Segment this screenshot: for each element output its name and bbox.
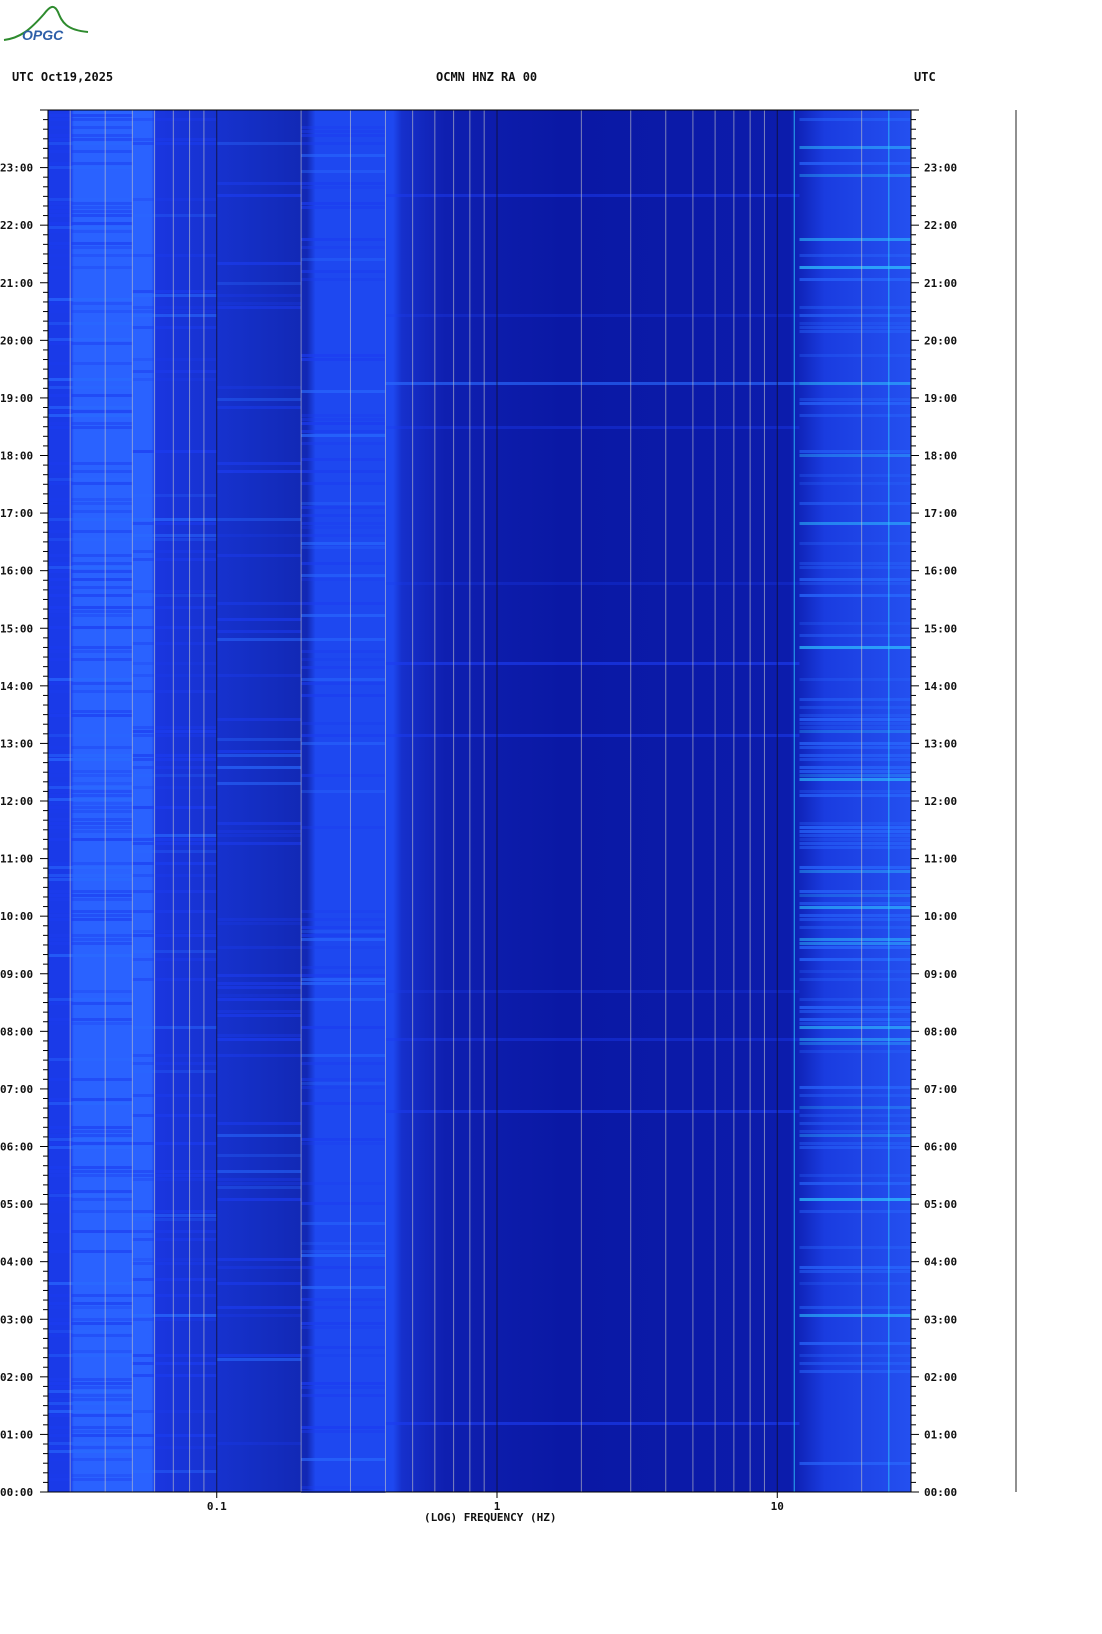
y-tick-label-left: 02:00 <box>0 1371 33 1384</box>
y-tick-label-left: 12:00 <box>0 795 33 808</box>
x-tick-label: 1 <box>494 1500 501 1513</box>
y-tick-label-right: 12:00 <box>924 795 957 808</box>
y-tick-label-left: 10:00 <box>0 910 33 923</box>
y-tick-label-left: 00:00 <box>0 1486 33 1499</box>
header-utc-right: UTC <box>914 70 936 84</box>
x-axis: 0.1 1 10 <box>207 1492 784 1513</box>
y-tick-label-right: 03:00 <box>924 1313 957 1326</box>
plot-area <box>47 109 912 1493</box>
y-tick-label-left: 17:00 <box>0 507 33 520</box>
y-axis-left: 00:00 01:00 02:00 03:00 04:00 05:00 06:00 07:00… <box>0 109 48 1499</box>
spectrogram-background <box>48 110 911 1492</box>
y-tick-label-left: 21:00 <box>0 277 33 290</box>
y-tick-label-left: 01:00 <box>0 1428 33 1441</box>
y-tick-label-right: 00:00 <box>924 1486 957 1499</box>
y-tick-label-left: 09:00 <box>0 968 33 981</box>
y-tick-label-left: 03:00 <box>0 1313 33 1326</box>
y-tick-label-right: 08:00 <box>924 1025 957 1038</box>
y-tick-label-right: 19:00 <box>924 392 957 405</box>
y-tick-label-right: 20:00 <box>924 334 957 347</box>
x-axis-label: (LOG) FREQUENCY (HZ) <box>424 1511 556 1524</box>
y-tick-label-left: 23:00 <box>0 162 33 175</box>
y-tick-label-left: 05:00 <box>0 1198 33 1211</box>
y-tick-label-right: 06:00 <box>924 1141 957 1154</box>
x-tick-label: 0.1 <box>207 1500 227 1513</box>
y-tick-label-right: 09:00 <box>924 968 957 981</box>
y-tick-label-left: 14:00 <box>0 680 33 693</box>
y-tick-label-left: 19:00 <box>0 392 33 405</box>
y-tick-label-right: 21:00 <box>924 277 957 290</box>
y-tick-label-right: 18:00 <box>924 450 957 463</box>
y-tick-label-left: 07:00 <box>0 1083 33 1096</box>
y-tick-label-right: 16:00 <box>924 565 957 578</box>
y-tick-label-right: 02:00 <box>924 1371 957 1384</box>
y-tick-label-left: 18:00 <box>0 450 33 463</box>
y-tick-label-left: 20:00 <box>0 334 33 347</box>
y-tick-label-right: 13:00 <box>924 737 957 750</box>
spectrogram-streaks <box>48 114 911 1493</box>
y-tick-label-left: 08:00 <box>0 1025 33 1038</box>
logo-text: OPGC <box>22 27 64 43</box>
y-tick-label-left: 22:00 <box>0 219 33 232</box>
y-tick-label-right: 23:00 <box>924 162 957 175</box>
y-tick-label-left: 13:00 <box>0 737 33 750</box>
y-tick-label-right: 15:00 <box>924 622 957 635</box>
y-tick-label-right: 01:00 <box>924 1428 957 1441</box>
y-tick-label-right: 05:00 <box>924 1198 957 1211</box>
y-axis-right: 00:00 01:00 02:00 03:00 04:00 05:00 06:00 07:00… <box>911 109 957 1499</box>
x-tick-label: 10 <box>771 1500 784 1513</box>
opgc-logo: OPGC <box>0 0 100 52</box>
y-tick-label-left: 04:00 <box>0 1256 33 1269</box>
y-tick-label-right: 10:00 <box>924 910 957 923</box>
y-tick-label-right: 07:00 <box>924 1083 957 1096</box>
header-date: UTC Oct19,2025 <box>12 70 114 84</box>
y-tick-label-right: 11:00 <box>924 853 957 866</box>
y-tick-label-right: 22:00 <box>924 219 957 232</box>
y-tick-label-left: 16:00 <box>0 565 33 578</box>
header-station: OCMN HNZ RA 00 <box>436 70 538 84</box>
y-tick-label-right: 14:00 <box>924 680 957 693</box>
y-tick-label-left: 11:00 <box>0 853 33 866</box>
grid-lines <box>69 110 912 1492</box>
y-tick-label-left: 06:00 <box>0 1141 33 1154</box>
y-tick-label-right: 04:00 <box>924 1256 957 1269</box>
y-tick-label-right: 17:00 <box>924 507 957 520</box>
y-tick-label-left: 15:00 <box>0 622 33 635</box>
